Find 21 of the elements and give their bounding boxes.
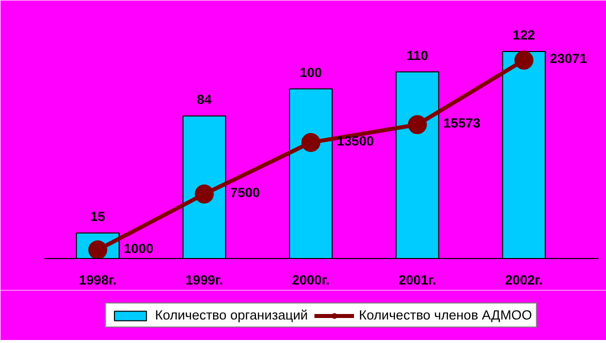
- data-label: 13500: [336, 133, 374, 148]
- x-tick-label: 2001г.: [398, 272, 436, 288]
- legend-label: Количество членов АДМОО: [358, 308, 532, 322]
- point: [194, 184, 214, 204]
- x-tick-label: 1999г.: [186, 272, 224, 288]
- data-label: 122: [512, 28, 536, 43]
- x-tick-label: 2002г.: [505, 272, 543, 288]
- data-label: 110: [406, 48, 428, 63]
- point: [408, 115, 427, 134]
- data-label: 100: [300, 64, 322, 80]
- data-label: 23071: [550, 51, 588, 66]
- data-label: 15: [90, 209, 106, 224]
- x-tick-label: 2000г.: [292, 272, 330, 288]
- data-label: 7500: [230, 185, 260, 200]
- data-label: 84: [196, 92, 212, 108]
- data-label: 1000: [124, 240, 154, 256]
- legend-label: Количество организаций: [154, 308, 308, 322]
- x-tick-label: 1998г.: [78, 272, 117, 288]
- point: [301, 132, 320, 152]
- point: [514, 50, 534, 70]
- data-label: 15573: [443, 116, 480, 131]
